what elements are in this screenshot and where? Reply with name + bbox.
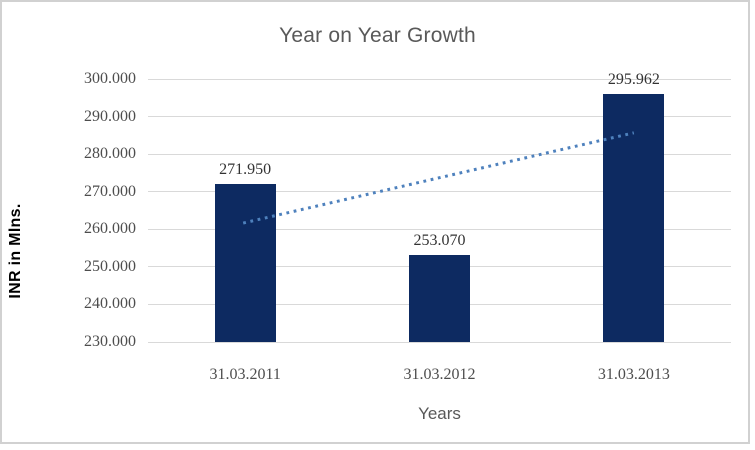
y-tick-label: 300.000 xyxy=(84,70,136,87)
x-tick-label: 31.03.2013 xyxy=(597,366,670,383)
bar-31.03.2013 xyxy=(603,94,665,342)
y-axis-tick-labels: 300.000 290.000 280.000 270.000 260.000 250.0… xyxy=(46,70,136,350)
y-axis-title: INR in Mlns. xyxy=(7,203,24,299)
y-tick-label: 240.000 xyxy=(84,295,136,313)
bar-data-label: 295.962 xyxy=(607,71,660,89)
gridline xyxy=(148,116,731,118)
gridline xyxy=(148,228,731,230)
x-axis-category-labels: 31.03.2011 31.03.2012 31.03.2013 xyxy=(148,366,731,388)
y-tick-label: 280.000 xyxy=(84,145,136,163)
x-tick-label: 31.03.2012 xyxy=(403,366,476,383)
gridline xyxy=(148,78,731,80)
y-tick-label: 260.000 xyxy=(84,220,136,238)
x-axis-title: Years xyxy=(418,404,461,423)
bar-data-label: 253.070 xyxy=(413,232,466,250)
bar-data-label: 271.950 xyxy=(219,161,272,179)
y-tick-label: 230.000 xyxy=(84,333,136,350)
plot-area: 271.950 253.070 295.962 xyxy=(148,71,731,343)
bar-31.03.2011 xyxy=(214,184,276,342)
y-tick-label: 250.000 xyxy=(84,257,136,275)
chart-title: Year on Year Growth xyxy=(279,24,476,47)
x-tick-label: 31.03.2011 xyxy=(209,366,281,383)
bar-31.03.2012 xyxy=(409,255,470,342)
gridline xyxy=(148,341,731,343)
y-tick-label: 270.000 xyxy=(84,182,136,200)
y-tick-label: 290.000 xyxy=(84,107,136,125)
